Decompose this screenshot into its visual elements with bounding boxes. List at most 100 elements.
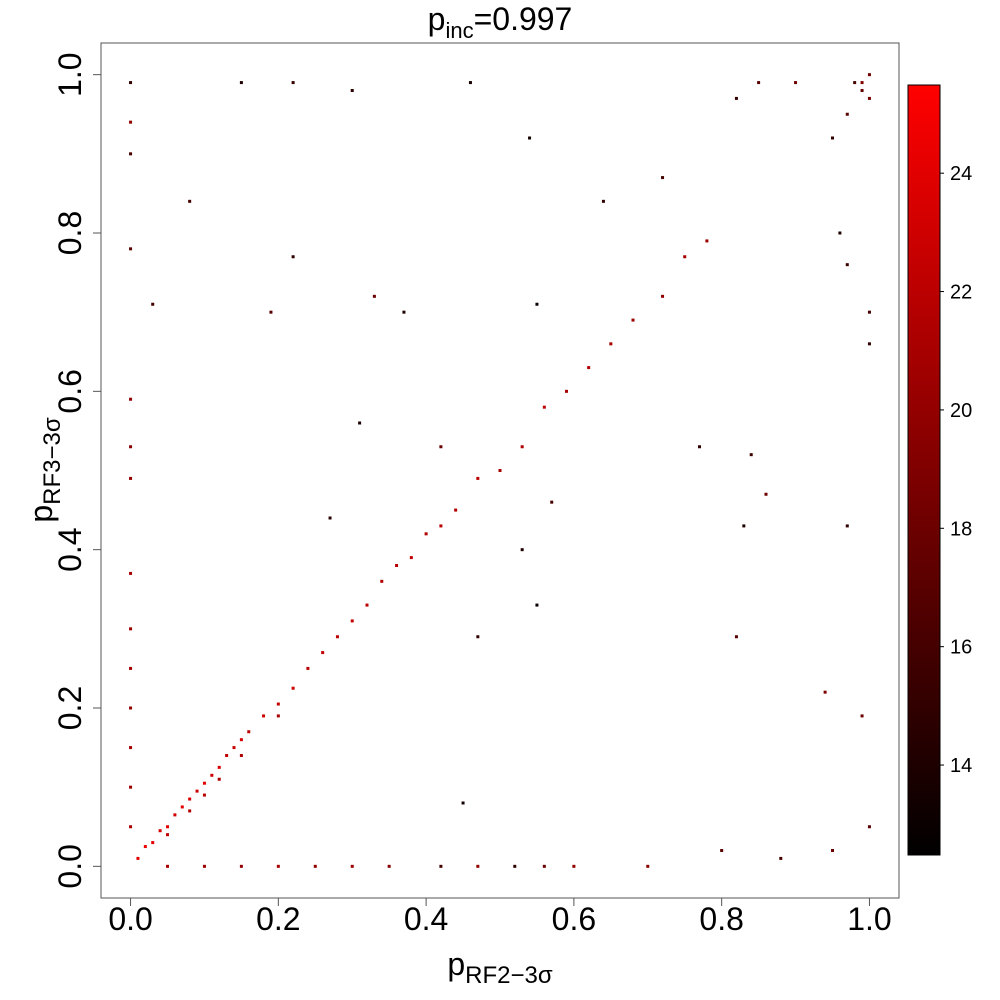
point [129, 81, 133, 85]
point [350, 89, 354, 92]
title-base: p [428, 1, 446, 37]
point [867, 96, 871, 100]
point [188, 199, 192, 203]
point [180, 805, 184, 809]
point [158, 829, 162, 833]
point [202, 864, 206, 868]
point [476, 635, 480, 639]
point [705, 239, 709, 243]
point [202, 781, 206, 785]
point [845, 524, 849, 528]
point [845, 263, 849, 267]
point [572, 864, 576, 868]
point [129, 152, 133, 156]
point [151, 302, 155, 306]
point [520, 445, 524, 449]
point [402, 310, 406, 314]
colorbar-tick-label: 20 [950, 400, 972, 422]
point [646, 864, 650, 868]
point [232, 746, 236, 750]
point [734, 96, 738, 100]
point [321, 651, 325, 655]
point [542, 864, 546, 868]
point [683, 255, 687, 259]
point [335, 635, 339, 639]
point [380, 579, 384, 583]
point [439, 445, 443, 449]
point [749, 453, 753, 457]
y-tick-label: 0.0 [52, 844, 88, 888]
point [439, 864, 443, 868]
point [476, 864, 480, 868]
point [513, 864, 517, 868]
point [498, 469, 502, 472]
point [831, 136, 834, 140]
point [276, 714, 280, 718]
point [173, 813, 177, 817]
point [129, 746, 133, 750]
point [542, 405, 546, 409]
point [129, 706, 133, 710]
point [365, 603, 369, 607]
point [291, 81, 295, 85]
point [424, 532, 428, 536]
point [461, 801, 465, 805]
point [291, 255, 295, 259]
point [129, 476, 133, 480]
point [269, 310, 273, 314]
point [217, 765, 221, 769]
chart-title: pinc=0.997 [428, 1, 573, 43]
colorbar [907, 84, 941, 856]
point [550, 500, 554, 504]
y-tick-label: 0.2 [52, 686, 88, 730]
x-tick-label: 0.2 [256, 901, 300, 937]
point [661, 294, 665, 298]
point [853, 81, 857, 85]
point [454, 508, 458, 512]
x-tick-label: 0.0 [108, 901, 152, 937]
point [313, 864, 317, 868]
point [151, 841, 155, 845]
point [860, 714, 864, 718]
point [129, 666, 133, 670]
title-rest: =0.997 [474, 1, 573, 37]
y-label-base: p [23, 505, 59, 523]
point [372, 294, 376, 298]
point [129, 785, 133, 789]
colorbar-tick-label: 22 [950, 282, 972, 304]
plot-frame [100, 42, 900, 899]
y-tick-label: 0.6 [52, 369, 88, 413]
point [239, 864, 243, 868]
point [587, 366, 591, 370]
point [306, 666, 310, 670]
x-tick-label: 1.0 [847, 901, 891, 937]
point [129, 247, 133, 251]
point [734, 635, 738, 639]
point [210, 773, 214, 777]
point [860, 81, 864, 85]
point [358, 421, 362, 425]
point [129, 120, 133, 124]
point [609, 342, 613, 346]
x-label-sub: RF2−3σ [465, 962, 553, 989]
x-tick-label: 0.6 [552, 901, 596, 937]
point [764, 492, 768, 496]
y-axis-label: pRF3−3σ [23, 417, 66, 523]
point [831, 849, 834, 852]
point [468, 81, 472, 85]
point [439, 524, 443, 528]
point [779, 856, 783, 860]
point [276, 864, 280, 868]
point [794, 81, 798, 85]
point [867, 73, 871, 77]
point [520, 548, 524, 552]
y-tick-label: 0.8 [52, 211, 88, 255]
x-tick-label: 0.8 [699, 901, 743, 937]
x-label-base: p [447, 946, 465, 982]
point [565, 389, 568, 393]
point [698, 445, 701, 449]
point [409, 556, 413, 560]
point [129, 397, 133, 401]
colorbar-tick-label: 14 [950, 755, 972, 777]
point [239, 738, 243, 742]
